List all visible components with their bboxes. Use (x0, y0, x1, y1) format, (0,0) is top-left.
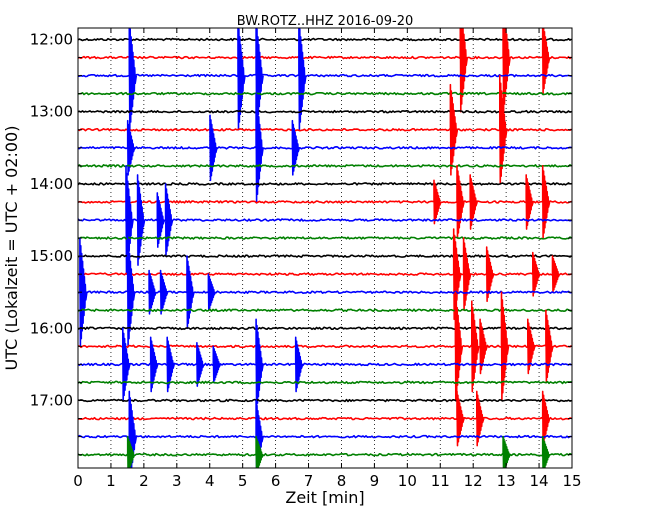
chart-title: BW.ROTZ..HHZ 2016-09-20 (237, 14, 413, 29)
x-axis: 0 1 2 3 4 5 6 7 8 9 10 11 12 13 14 15 (73, 28, 582, 490)
x-tick-label: 5 (238, 472, 248, 490)
x-tick-label: 12 (464, 472, 483, 490)
trace-1530 (78, 237, 572, 348)
trace-1630 (78, 318, 572, 411)
trace-1545 (78, 308, 572, 313)
x-tick-label: 7 (304, 472, 314, 490)
x-tick-label: 3 (172, 472, 182, 490)
x-tick-label: 8 (337, 472, 347, 490)
trace-1415 (78, 165, 572, 239)
x-tick-label: 1 (106, 472, 116, 490)
grid (110, 28, 540, 468)
trace-1715 (78, 390, 572, 447)
y-tick-label: 13:00 (30, 103, 73, 121)
trace-1600 (78, 326, 572, 331)
trace-1215 (78, 28, 572, 113)
plot-frame (77, 27, 573, 469)
x-tick-label: 4 (205, 472, 215, 490)
x-tick-label: 9 (370, 472, 380, 490)
y-tick-label: 14:00 (30, 175, 73, 193)
x-tick-label: 0 (73, 472, 83, 490)
y-tick-label: 15:00 (30, 247, 73, 265)
y-axis: 12:00 13:00 14:00 15:00 16:00 17:00 (30, 31, 572, 456)
x-tick-label: 6 (271, 472, 281, 490)
x-tick-label: 10 (398, 472, 417, 490)
trace-1745 (78, 435, 572, 468)
y-tick-label: 16:00 (30, 319, 73, 337)
traces (78, 28, 572, 468)
trace-1330 (78, 92, 572, 203)
trace-1230 (78, 28, 572, 131)
trace-1245 (78, 91, 572, 96)
trace-1700 (78, 398, 572, 403)
trace-1300 (78, 109, 572, 114)
y-tick-label: 17:00 (30, 392, 73, 410)
trace-1430 (78, 165, 572, 275)
trace-1445 (78, 236, 572, 240)
x-tick-label: 14 (530, 472, 549, 490)
trace-1200 (78, 37, 572, 42)
x-tick-label: 2 (139, 472, 149, 490)
trace-1345 (78, 164, 572, 168)
trace-1515 (78, 228, 572, 321)
trace-1500 (78, 254, 572, 258)
x-tick-label: 11 (431, 472, 450, 490)
x-tick-label: 13 (497, 472, 516, 490)
x-axis-label: Zeit [min] (285, 488, 364, 507)
trace-1615 (78, 291, 572, 402)
y-axis-label: UTC (Lokalzeit = UTC + 02:00) (2, 126, 21, 371)
trace-1645 (78, 380, 572, 385)
trace-1400 (78, 182, 572, 186)
y-tick-label: 12:00 (30, 31, 73, 49)
x-tick-label: 15 (562, 472, 581, 490)
trace-1315 (78, 74, 572, 185)
